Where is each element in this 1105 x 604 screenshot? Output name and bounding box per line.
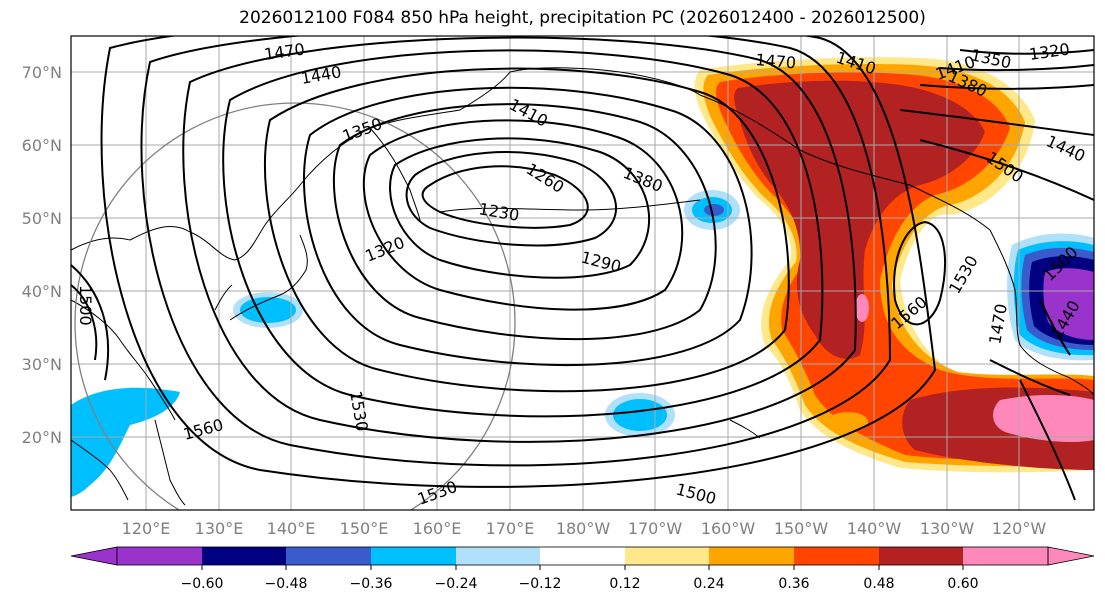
- contour-west-1500: [71, 264, 109, 381]
- colorbar-tick-label: 0.24: [693, 576, 724, 592]
- lat-label: 50°N: [22, 209, 62, 228]
- lon-label: 120°E: [122, 519, 171, 538]
- positive-anomaly-darkred: [734, 80, 985, 359]
- contour-west-1470: [71, 284, 98, 361]
- colorbar-tick-label: −0.48: [265, 576, 308, 592]
- reference-circle: [74, 102, 516, 510]
- lon-label: 170°W: [628, 519, 683, 538]
- colorbar: −0.60 −0.48 −0.36 −0.24 −0.12 0.12 0.24 …: [70, 546, 1095, 592]
- colorbar-frame: [116, 546, 1049, 566]
- colorbar-segment: [202, 547, 286, 565]
- contour-pole-1440: [899, 109, 1094, 136]
- coastline-na-west: [989, 229, 1094, 396]
- contour-labels: 1470 1440 1410 1350 1410 1260 1380 1230 …: [76, 39, 1088, 508]
- colorbar-segment: [456, 547, 540, 565]
- colorbar-tick-label: 0.36: [778, 576, 809, 592]
- contour-1290: [389, 137, 651, 279]
- negative-patch-pacific-south-inner: [613, 399, 667, 431]
- lat-label: 60°N: [22, 136, 62, 155]
- lon-label: 150°W: [774, 519, 829, 538]
- contour-1560-ridge: [893, 220, 946, 326]
- positive-anomaly-red-small: [828, 412, 868, 432]
- contour-label: 1470: [755, 50, 797, 72]
- colorbar-segment: [794, 547, 879, 565]
- negative-patch-scs: [71, 387, 180, 497]
- contour-label: 1500: [76, 285, 95, 326]
- lon-label: 160°W: [701, 519, 756, 538]
- colorbar-tick-label: −0.12: [519, 576, 562, 592]
- contour-ne-1500: [919, 139, 1094, 201]
- colorbar-segment: [371, 547, 456, 565]
- colorbar-tick-label: −0.24: [435, 576, 478, 592]
- contour-1380: [303, 86, 753, 366]
- contour-se-1470: [989, 359, 1071, 396]
- lon-label: 160°E: [413, 519, 462, 538]
- lat-label: 30°N: [22, 355, 62, 374]
- height-contours: [71, 36, 1094, 501]
- lon-label: 140°E: [267, 519, 316, 538]
- lon-label: 170°E: [486, 519, 535, 538]
- lat-label: 40°N: [22, 282, 62, 301]
- contour-pole-1350: [939, 64, 1094, 72]
- lon-label: 180°W: [556, 519, 611, 538]
- page-title: 2026012100 F084 850 hPa height, precipit…: [239, 8, 926, 28]
- colorbar-tick-label: −0.60: [181, 576, 224, 592]
- lon-label: 130°W: [920, 519, 975, 538]
- map-frame: [70, 35, 1095, 511]
- contour-1350: [332, 103, 717, 341]
- contour-1260: [405, 151, 618, 247]
- negative-patch-japan-inner: [240, 297, 296, 323]
- contour-1320: [362, 119, 684, 311]
- coastline-se-asia: [71, 439, 129, 501]
- colorbar-extend-left: [70, 546, 118, 566]
- colorbar-segment: [879, 547, 963, 565]
- colorbar-segment: [709, 547, 794, 565]
- coastline-alaska: [699, 94, 991, 231]
- colorbar-segment: [540, 547, 625, 565]
- contour-pole-1380: [919, 84, 1094, 90]
- longitude-labels: 120°E 130°E 140°E 150°E 160°E 170°E 180°…: [122, 519, 1047, 538]
- contour-1230: [421, 165, 589, 229]
- coastline-aleutians: [439, 199, 701, 213]
- colorbar-segment: [625, 547, 709, 565]
- contour-1440: [222, 49, 824, 418]
- colorbar-tick-label: 0.48: [863, 576, 894, 592]
- colorbar-tick-label: 0.12: [609, 576, 640, 592]
- coastline-asia: [71, 67, 701, 261]
- lon-label: 150°E: [340, 519, 389, 538]
- coastline-japan: [229, 234, 308, 321]
- negative-anomaly-purple: [1043, 268, 1094, 340]
- colorbar-tick-label: 0.60: [947, 576, 978, 592]
- lon-label: 140°W: [847, 519, 902, 538]
- lat-label: 70°N: [22, 63, 62, 82]
- colorbar-segment: [286, 547, 371, 565]
- colorbar-segment: [963, 547, 1048, 565]
- negative-patch-pacific-north-core: [704, 204, 724, 216]
- contour-se-1500: [1019, 379, 1076, 501]
- contour-se-1440: [1039, 299, 1071, 356]
- latitude-labels: 70°N 60°N 50°N 40°N 30°N 20°N: [22, 63, 62, 447]
- contour-pole-1320: [959, 49, 1094, 55]
- positive-anomaly-pink-small: [855, 294, 869, 322]
- coastline-philippines: [154, 419, 186, 506]
- coastline-china: [71, 299, 176, 421]
- lat-label: 20°N: [22, 428, 62, 447]
- colorbar-extend-right: [1047, 546, 1095, 566]
- contour-1530: [100, 36, 937, 488]
- colorbar-segment: [117, 547, 202, 565]
- contour-1410: [263, 67, 790, 393]
- colorbar-tick-label: −0.36: [350, 576, 393, 592]
- lon-label: 120°W: [992, 519, 1047, 538]
- contour-1500: [140, 36, 892, 467]
- lon-label: 130°E: [195, 519, 244, 538]
- positive-anomaly-pink: [993, 395, 1094, 443]
- contour-1470: [182, 36, 857, 443]
- coastlines: [71, 67, 1094, 506]
- coastline-korea: [214, 284, 233, 311]
